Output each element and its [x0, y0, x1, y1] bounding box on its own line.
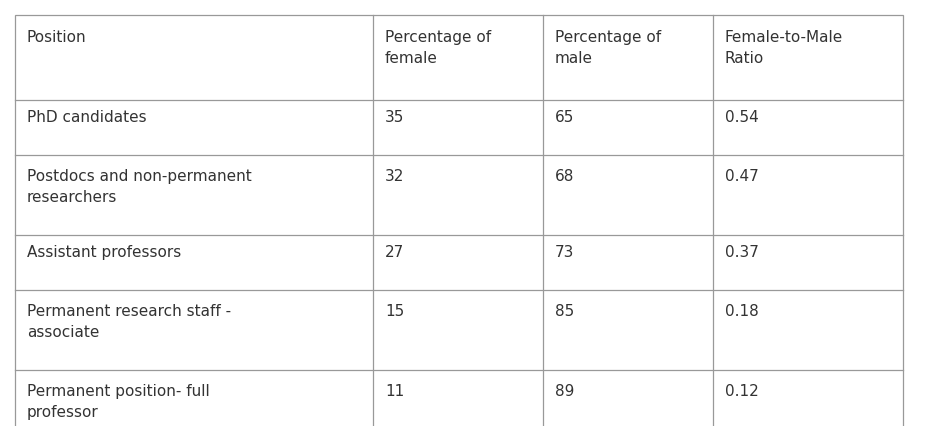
Text: 0.18: 0.18: [724, 305, 758, 320]
Text: 0.37: 0.37: [724, 245, 758, 260]
Text: 0.47: 0.47: [724, 170, 758, 184]
Text: Percentage of
female: Percentage of female: [385, 30, 490, 66]
Text: 15: 15: [385, 305, 404, 320]
Text: 32: 32: [385, 170, 404, 184]
Text: 89: 89: [554, 384, 574, 400]
Text: 27: 27: [385, 245, 404, 260]
Text: PhD candidates: PhD candidates: [27, 110, 146, 125]
Text: 0.12: 0.12: [724, 384, 758, 400]
Text: Female-to-Male
Ratio: Female-to-Male Ratio: [724, 30, 843, 66]
Text: 0.54: 0.54: [724, 110, 758, 125]
Text: 85: 85: [554, 305, 574, 320]
Text: Postdocs and non-permanent
researchers: Postdocs and non-permanent researchers: [27, 170, 251, 205]
Text: 65: 65: [554, 110, 574, 125]
Text: Percentage of
male: Percentage of male: [554, 30, 660, 66]
Text: 11: 11: [385, 384, 404, 400]
Text: 73: 73: [554, 245, 574, 260]
Text: Permanent position- full
professor: Permanent position- full professor: [27, 384, 210, 420]
Text: Position: Position: [27, 30, 86, 45]
Text: Assistant professors: Assistant professors: [27, 245, 181, 260]
Text: Permanent research staff -
associate: Permanent research staff - associate: [27, 305, 231, 340]
Text: 68: 68: [554, 170, 574, 184]
Text: 35: 35: [385, 110, 404, 125]
